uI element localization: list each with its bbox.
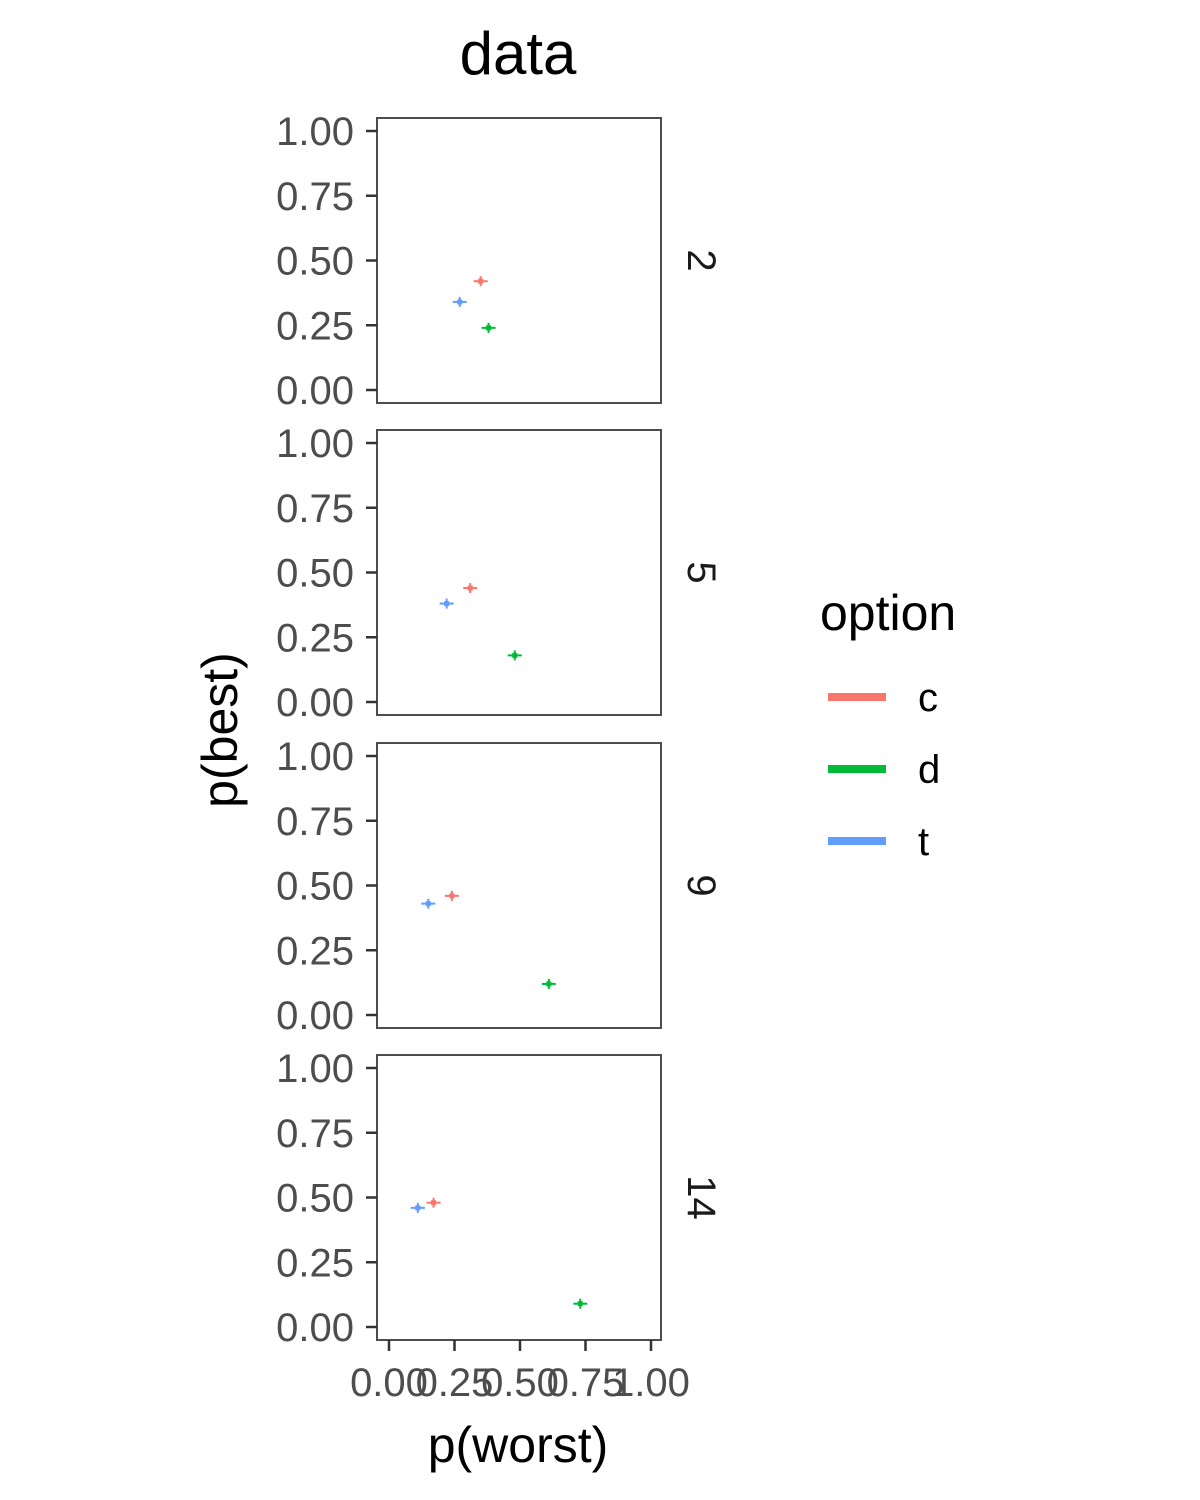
facet-strip-label: 2	[679, 249, 723, 271]
y-tick-label: 0.50	[276, 865, 354, 909]
y-tick-label: 1.00	[276, 735, 354, 779]
legend-title: option	[820, 585, 956, 641]
legend: option cdt	[820, 585, 956, 864]
point-c	[473, 276, 488, 287]
facet-strip-label: 9	[679, 874, 723, 896]
facet-panels: 0.00 0.25 0.50 0.75 1.00 2 0.00 0.25 0.50 0.75 1.0…	[276, 110, 723, 1350]
panel-border	[376, 742, 662, 1029]
point-d	[507, 650, 522, 661]
point-t	[421, 898, 436, 909]
facet-strip-label: 5	[679, 561, 723, 583]
point-c	[444, 890, 459, 901]
panel-border	[376, 429, 662, 716]
point-marker	[546, 981, 552, 987]
y-tick-label: 1.00	[276, 422, 354, 466]
y-tick-label: 0.25	[276, 616, 354, 660]
point-c	[426, 1197, 441, 1208]
x-axis: 0.000.250.500.751.00	[350, 1340, 690, 1405]
y-tick-label: 0.75	[276, 487, 354, 531]
facet-panel-5: 0.00 0.25 0.50 0.75 1.00 5	[276, 422, 723, 725]
facet-panel-9: 0.00 0.25 0.50 0.75 1.00 9	[276, 735, 723, 1038]
facet-panel-2: 0.00 0.25 0.50 0.75 1.00 2	[276, 110, 723, 413]
y-tick-label: 1.00	[276, 1047, 354, 1091]
facet-strip-label: 14	[679, 1175, 723, 1220]
y-tick-label: 0.00	[276, 1306, 354, 1350]
point-d	[573, 1298, 588, 1309]
x-axis-title: p(worst)	[428, 1417, 609, 1473]
y-tick-label: 0.00	[276, 369, 354, 413]
legend-label: d	[918, 748, 940, 792]
point-marker	[478, 278, 484, 284]
point-t	[452, 296, 467, 307]
point-marker	[444, 601, 450, 607]
x-tick-label: 0.00	[350, 1361, 428, 1405]
y-tick-label: 0.75	[276, 1112, 354, 1156]
y-tick-label: 0.00	[276, 994, 354, 1038]
point-marker	[449, 893, 455, 899]
legend-label: c	[918, 676, 938, 720]
y-tick-label: 0.25	[276, 1241, 354, 1285]
panel-border	[376, 1054, 662, 1341]
y-tick-label: 0.75	[276, 800, 354, 844]
x-tick-label: 0.50	[481, 1361, 559, 1405]
point-marker	[577, 1301, 583, 1307]
legend-items: cdt	[828, 676, 940, 864]
y-tick-label: 0.75	[276, 175, 354, 219]
y-tick-label: 1.00	[276, 110, 354, 154]
point-marker	[415, 1205, 421, 1211]
point-marker	[457, 299, 463, 305]
point-marker	[425, 901, 431, 907]
chart-title: data	[460, 20, 577, 87]
point-d	[481, 322, 496, 333]
point-t	[439, 598, 454, 609]
y-tick-label: 0.50	[276, 240, 354, 284]
legend-item-t: t	[828, 820, 929, 864]
point-marker	[467, 585, 473, 591]
x-tick-label: 0.75	[547, 1361, 625, 1405]
y-tick-label: 0.00	[276, 681, 354, 725]
point-marker	[486, 325, 492, 331]
facet-panel-14: 0.00 0.25 0.50 0.75 1.00 14	[276, 1047, 723, 1350]
point-marker	[431, 1200, 437, 1206]
x-tick-label: 1.00	[612, 1361, 690, 1405]
y-tick-label: 0.25	[276, 929, 354, 973]
y-axis-title: p(best)	[192, 652, 248, 808]
y-tick-label: 0.50	[276, 552, 354, 596]
y-tick-label: 0.25	[276, 304, 354, 348]
point-d	[541, 978, 556, 989]
point-c	[463, 583, 478, 594]
point-t	[410, 1202, 425, 1213]
legend-item-c: c	[828, 676, 938, 720]
y-tick-label: 0.50	[276, 1177, 354, 1221]
point-marker	[512, 652, 518, 658]
x-tick-label: 0.25	[416, 1361, 494, 1405]
legend-label: t	[918, 820, 929, 864]
panel-border	[376, 117, 662, 404]
legend-item-d: d	[828, 748, 940, 792]
